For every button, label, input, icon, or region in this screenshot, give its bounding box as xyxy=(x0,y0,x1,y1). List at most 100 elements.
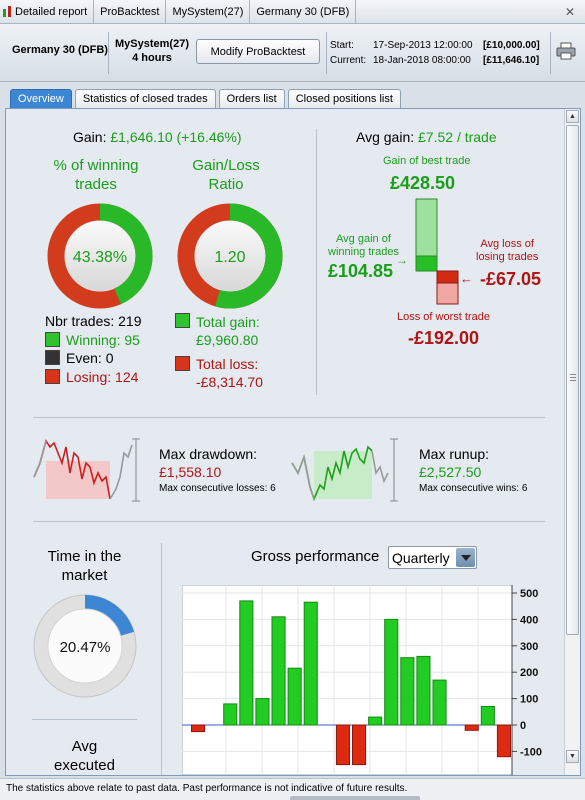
close-icon[interactable]: ✕ xyxy=(564,5,576,19)
breadcrumb-label: MySystem(27) xyxy=(172,5,244,18)
max-runup-value: £2,527.50 xyxy=(419,464,482,480)
winning-trades-title: % of winning trades xyxy=(46,156,146,194)
breadcrumb-label: Germany 30 (DFB) xyxy=(256,5,350,18)
gross-performance-chart: 500 400 300 200 100 0 -100 xyxy=(182,585,542,775)
gain-loss-ratio-donut: 1.20 xyxy=(177,203,283,309)
total-loss-label: Total loss: xyxy=(196,356,259,372)
drawdown-line xyxy=(33,439,111,500)
winning-percentage: 43.38% xyxy=(73,249,127,266)
arrow-right-icon: → xyxy=(396,253,408,267)
period-select[interactable]: Quarterly xyxy=(388,546,477,569)
resize-grip[interactable] xyxy=(290,796,420,800)
breadcrumb-system[interactable]: MySystem(27) xyxy=(166,0,251,24)
donut-win-arc xyxy=(47,203,153,309)
tab-orders-list[interactable]: Orders list xyxy=(218,89,285,108)
tab-overview[interactable]: Overview xyxy=(10,89,72,108)
chart-y-tick-label: 100 xyxy=(520,694,538,706)
breadcrumb-label: Detailed report xyxy=(15,5,88,18)
scrollbar-thumb[interactable] xyxy=(566,125,579,635)
pre-runup-line xyxy=(291,454,315,500)
breadcrumb-label: ProBacktest xyxy=(100,5,160,18)
best-trade-value: £428.50 xyxy=(390,173,456,193)
post-runup-line xyxy=(371,450,389,484)
runup-mini-chart xyxy=(291,438,398,502)
gain-range-box xyxy=(415,198,438,257)
section-divider xyxy=(33,521,545,522)
avg-gain-summary: Avg gain: £7.52 / trade xyxy=(356,129,497,145)
donut-center xyxy=(195,221,265,291)
chart-bar-positive xyxy=(368,716,383,726)
time-in-market-line2: market xyxy=(61,567,108,584)
gain-loss-ratio-title: Gain/Loss Ratio xyxy=(176,156,276,194)
chart-bar-positive xyxy=(480,706,495,726)
total-loss-value: -£8,314.70 xyxy=(196,374,263,390)
avg-trade-boxplot xyxy=(415,198,459,305)
chart-y-tick-label: 400 xyxy=(520,614,538,626)
max-consecutive-losses: Max consecutive losses: 6 xyxy=(159,483,276,494)
section-divider xyxy=(161,543,162,775)
total-gain-label: Total gain: xyxy=(196,314,260,330)
avg-executed-title: Avg executed xyxy=(32,737,137,775)
drawdown-area xyxy=(46,461,110,499)
report-tabs: Overview Statistics of closed trades Ord… xyxy=(10,89,401,108)
chevron-down-icon[interactable] xyxy=(456,548,475,567)
avg-loss-box xyxy=(436,270,459,284)
avg-loss-value: -£67.05 xyxy=(480,269,542,289)
modify-probacktest-button[interactable]: Modify ProBacktest xyxy=(196,39,320,64)
section-divider xyxy=(316,129,317,395)
chart-y-tick-label: 500 xyxy=(520,588,538,600)
scroll-up-arrow-icon[interactable]: ▲ xyxy=(566,110,579,123)
breadcrumb-instrument[interactable]: Germany 30 (DFB) xyxy=(250,0,357,24)
gross-performance-label: Gross performance xyxy=(251,548,380,565)
time-in-market-title: Time in the market xyxy=(32,547,137,585)
ratio-value: 1.20 xyxy=(214,249,245,266)
avg-gain-label: Avg gain: xyxy=(356,129,415,145)
chart-y-tick-label: 300 xyxy=(520,641,538,653)
donut-gain-arc xyxy=(177,203,283,309)
total-gain: Total gain: £9,960.80 xyxy=(196,313,260,349)
loss-range-box xyxy=(436,282,459,305)
gain-value: £1,646.10 (+16.46%) xyxy=(110,129,242,145)
chart-bar-positive xyxy=(400,657,415,726)
ratio-title-line1: Gain/Loss xyxy=(192,157,260,174)
winning-count: Winning: 95 xyxy=(66,332,140,348)
losing-count: Losing: 124 xyxy=(66,369,139,385)
even-count: Even: 0 xyxy=(66,350,114,366)
breadcrumb-probacktest[interactable]: ProBacktest xyxy=(94,0,167,24)
time-in-market-line1: Time in the xyxy=(47,548,122,565)
losing-legend-swatch xyxy=(45,369,60,384)
worst-trade-label: Loss of worst trade xyxy=(397,311,490,323)
backtest-period: Start: 17-Sep-2013 12:00:00 [£10,000.00] C… xyxy=(330,38,540,68)
gain-summary: Gain: £1,646.10 (+16.46%) xyxy=(73,129,242,145)
total-gain-value: £9,960.80 xyxy=(196,332,259,348)
drawdown-mini-chart xyxy=(33,438,140,502)
chart-y-tick-label: 0 xyxy=(520,720,526,732)
winning-legend-swatch xyxy=(45,332,60,347)
post-drawdown-line xyxy=(109,444,133,500)
winning-title-line1: % of winning xyxy=(53,157,139,174)
printer-icon[interactable] xyxy=(556,42,576,60)
avg-executed-line2: executed xyxy=(54,757,115,774)
total-loss: Total loss: -£8,314.70 xyxy=(196,355,263,391)
tab-closed-positions-list[interactable]: Closed positions list xyxy=(287,89,401,108)
chart-bar-positive xyxy=(432,679,447,726)
arrow-left-icon: ← xyxy=(460,271,473,286)
avg-win-label: Avg gain of winning trades xyxy=(328,233,399,259)
max-drawdown-value: £1,558.10 xyxy=(159,464,222,480)
total-loss-swatch xyxy=(175,356,190,371)
chart-bar-negative xyxy=(352,724,367,766)
scroll-down-arrow-icon[interactable]: ▼ xyxy=(566,750,579,763)
avg-win-value: £104.85 xyxy=(328,261,394,281)
avg-loss-label-line1: Avg loss of xyxy=(480,238,534,250)
max-runup-label: Max runup: xyxy=(419,446,490,462)
divider xyxy=(550,32,551,74)
breadcrumb-detailed-report[interactable]: Detailed report xyxy=(0,0,95,24)
report-header: Germany 30 (DFB) MySystem(27) 4 hours Mo… xyxy=(0,24,585,82)
divider xyxy=(326,32,327,74)
donut-center xyxy=(47,608,123,684)
start-date: 17-Sep-2013 12:00:00 xyxy=(373,40,473,51)
timeframe: 4 hours xyxy=(132,52,172,64)
vertical-scrollbar[interactable]: ▲ ▼ xyxy=(564,109,580,775)
tab-statistics-closed-trades[interactable]: Statistics of closed trades xyxy=(74,89,216,108)
nbr-trades: Nbr trades: 219 xyxy=(45,313,142,329)
